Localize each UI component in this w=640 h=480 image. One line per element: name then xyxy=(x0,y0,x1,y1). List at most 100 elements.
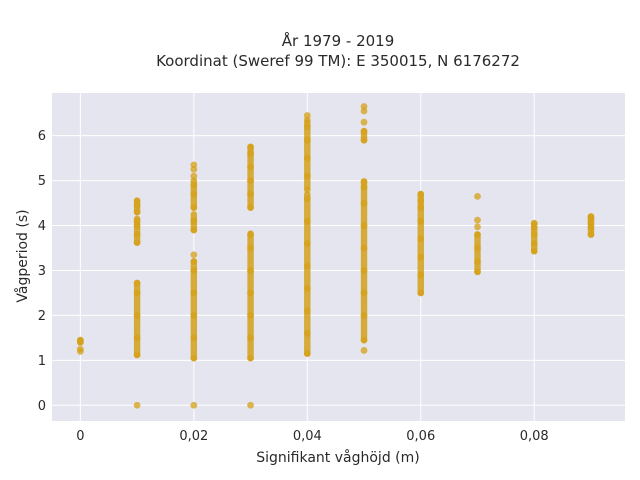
data-point xyxy=(360,183,368,191)
data-point xyxy=(247,312,254,319)
data-point xyxy=(587,231,595,238)
data-point xyxy=(303,136,311,144)
data-point xyxy=(247,334,254,342)
data-point xyxy=(190,161,198,169)
data-point xyxy=(133,401,141,409)
data-point xyxy=(76,336,84,344)
data-point xyxy=(530,231,538,238)
data-range xyxy=(360,178,368,344)
data-point xyxy=(190,334,198,342)
data-point xyxy=(133,217,141,225)
data-point xyxy=(417,204,425,211)
data-point xyxy=(360,103,368,110)
data-point xyxy=(530,240,538,247)
data-point xyxy=(303,285,311,292)
data-point xyxy=(247,150,254,158)
x-tick-labels: 0 0,02 0,04 0,06 0,08 xyxy=(76,429,548,444)
y-tick-label: 1 xyxy=(38,354,46,369)
y-tick-label: 0 xyxy=(38,399,46,414)
data-point xyxy=(190,258,198,265)
data-point xyxy=(190,267,198,274)
data-point xyxy=(360,199,368,207)
data-point xyxy=(133,239,141,247)
data-point xyxy=(417,235,425,243)
data-point xyxy=(360,336,368,344)
data-point xyxy=(133,208,141,216)
data-point xyxy=(360,312,368,319)
data-point xyxy=(190,289,198,297)
data-point xyxy=(303,154,311,162)
data-point xyxy=(247,231,254,238)
y-tick-label: 6 xyxy=(38,129,46,144)
data-point xyxy=(417,190,425,198)
data-point xyxy=(190,181,198,189)
data-points xyxy=(76,103,595,409)
data-point xyxy=(474,223,481,231)
x-tick-label: 0,02 xyxy=(179,429,208,444)
data-point xyxy=(190,190,198,198)
data-point xyxy=(303,307,311,315)
data-point xyxy=(303,186,311,194)
data-point xyxy=(247,267,254,274)
data-point xyxy=(417,197,425,205)
data-point xyxy=(303,217,311,225)
data-point xyxy=(360,127,368,135)
y-tick-label: 3 xyxy=(38,264,46,279)
data-point xyxy=(474,216,481,224)
data-point xyxy=(360,136,368,144)
data-point xyxy=(247,401,254,409)
data-point xyxy=(360,347,368,354)
x-tick-label: 0 xyxy=(76,429,84,444)
data-point xyxy=(303,195,311,202)
data-point xyxy=(247,177,254,185)
data-point xyxy=(190,401,198,409)
data-point xyxy=(474,244,481,252)
data-point xyxy=(360,222,368,229)
data-point xyxy=(417,217,425,225)
data-point xyxy=(303,240,311,247)
data-point xyxy=(190,204,198,211)
data-point xyxy=(530,247,538,255)
data-point xyxy=(133,197,141,205)
data-point xyxy=(133,289,141,297)
data-point xyxy=(360,289,368,297)
data-point xyxy=(247,289,254,297)
data-point xyxy=(76,345,84,353)
data-point xyxy=(303,350,311,358)
data-point xyxy=(417,253,425,261)
data-point xyxy=(474,258,481,265)
data-point xyxy=(303,172,311,180)
data-point xyxy=(474,268,481,276)
data-point xyxy=(133,351,141,359)
data-point xyxy=(190,312,198,319)
data-point xyxy=(417,271,425,279)
data-point xyxy=(303,112,311,119)
y-axis-label: Vågperiod (s) xyxy=(14,209,31,302)
x-tick-label: 0,04 xyxy=(293,429,322,444)
data-point xyxy=(247,244,254,252)
data-point xyxy=(247,143,254,151)
x-axis-label: Signifikant våghöjd (m) xyxy=(256,449,419,466)
data-point xyxy=(360,178,368,185)
data-point xyxy=(474,231,481,238)
y-tick-label: 2 xyxy=(38,309,46,324)
data-point xyxy=(247,354,254,362)
data-point xyxy=(303,329,311,337)
data-range xyxy=(304,190,311,357)
data-point xyxy=(417,289,425,297)
y-tick-labels: 0 1 2 3 4 5 6 xyxy=(38,129,46,414)
plot-area xyxy=(52,93,625,421)
data-point xyxy=(190,251,198,259)
chart-title-line1: År 1979 - 2019 xyxy=(282,31,395,50)
x-tick-label: 0,06 xyxy=(406,429,435,444)
data-point xyxy=(247,204,254,211)
data-point xyxy=(190,172,198,180)
data-point xyxy=(587,213,595,220)
data-point xyxy=(530,219,538,227)
data-point xyxy=(133,312,141,319)
x-tick-label: 0,08 xyxy=(520,429,549,444)
data-point xyxy=(360,244,368,252)
data-point xyxy=(190,226,198,234)
data-point xyxy=(303,262,311,270)
